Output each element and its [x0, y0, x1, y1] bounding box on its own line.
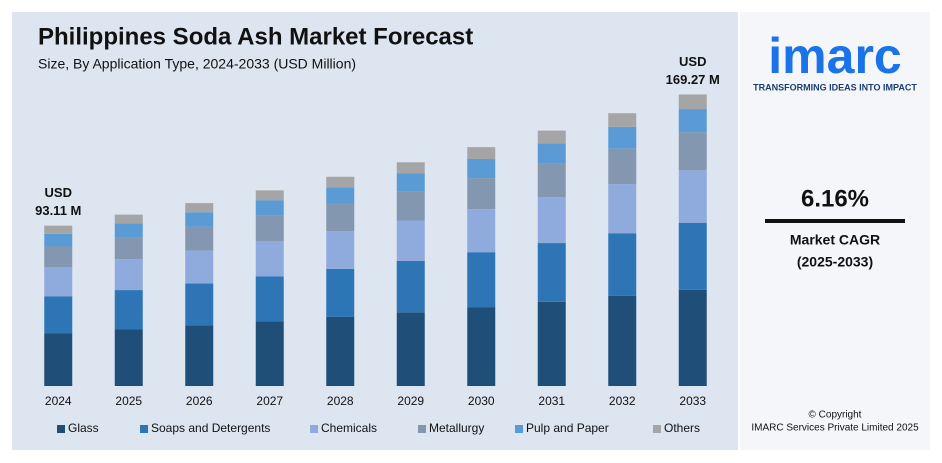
bar-segment: [114, 259, 143, 291]
bar-segment: [608, 184, 637, 234]
bar-segment: [396, 220, 425, 261]
x-tick-label: 2033: [679, 394, 706, 408]
annotation: 93.11 M: [35, 203, 81, 218]
bar-segment: [326, 203, 355, 232]
legend-label: Glass: [68, 421, 99, 435]
bar-segment: [608, 233, 637, 296]
tagline: TRANSFORMING IDEAS INTO IMPACT: [753, 82, 917, 92]
legend-label: Soaps and Detergents: [151, 421, 270, 435]
bar-segment: [255, 241, 284, 277]
legend-swatch: [418, 425, 426, 433]
bar-segment: [396, 162, 425, 174]
bar-segment: [185, 250, 214, 284]
x-tick-label: 2026: [186, 394, 213, 408]
bar-segment: [114, 237, 143, 260]
bar-segment: [255, 321, 284, 386]
bar-segment: [537, 197, 566, 244]
x-tick-label: 2024: [45, 394, 72, 408]
bar-segment: [467, 147, 496, 160]
legend-swatch: [310, 425, 318, 433]
chart-title: Philippines Soda Ash Market Forecast: [38, 23, 473, 50]
x-tick-label: 2030: [468, 394, 495, 408]
legend-label: Chemicals: [321, 421, 377, 435]
bar-segment: [185, 325, 214, 386]
bar-segment: [608, 126, 637, 149]
bar-segment: [608, 148, 637, 185]
bar-segment: [44, 233, 73, 247]
legend-label: Pulp and Paper: [526, 421, 609, 435]
bar-segment: [255, 276, 284, 322]
chart-subtitle: Size, By Application Type, 2024-2033 (US…: [38, 56, 356, 72]
bar-segment: [537, 130, 566, 144]
bar-segment: [467, 159, 496, 179]
cagr-label: Market CAGR: [790, 232, 880, 248]
x-tick-label: 2027: [256, 394, 283, 408]
copyright: © Copyright: [809, 410, 862, 421]
bar-segment: [467, 178, 496, 210]
bar-segment: [114, 223, 143, 238]
bar-segment: [537, 243, 566, 302]
x-tick-label: 2028: [327, 394, 354, 408]
annotation: USD: [45, 185, 72, 200]
bar-segment: [326, 316, 355, 386]
bar-segment: [678, 222, 707, 290]
sidebar-panel: [740, 12, 930, 450]
bar-segment: [326, 231, 355, 269]
bar-segment: [44, 225, 73, 234]
x-tick-label: 2032: [609, 394, 636, 408]
bar-segment: [114, 214, 143, 224]
bar-segment: [537, 301, 566, 386]
bar-segment: [396, 260, 425, 313]
bar-segment: [396, 191, 425, 221]
legend-swatch: [140, 425, 148, 433]
bar-segment: [185, 203, 214, 213]
bar-segment: [396, 173, 425, 192]
bar-segment: [678, 109, 707, 133]
legend-label: Metallurgy: [429, 421, 484, 435]
bar-segment: [185, 212, 214, 227]
bar-segment: [608, 113, 637, 127]
x-tick-label: 2029: [397, 394, 424, 408]
bar-segment: [255, 200, 284, 216]
legend-swatch: [653, 425, 661, 433]
bar-segment: [678, 132, 707, 171]
legend-swatch: [515, 425, 523, 433]
cagr-value: 6.16%: [801, 185, 869, 212]
legend-swatch: [57, 425, 65, 433]
bar-segment: [537, 163, 566, 198]
bar-segment: [678, 94, 707, 110]
company: IMARC Services Private Limited 2025: [751, 423, 919, 434]
bar-segment: [255, 215, 284, 242]
annotation: USD: [679, 54, 706, 69]
annotation: 169.27 M: [666, 72, 720, 87]
bar-segment: [396, 312, 425, 386]
logo: imarc: [768, 28, 901, 84]
x-tick-label: 2025: [115, 394, 142, 408]
bar-segment: [326, 187, 355, 204]
bar-segment: [44, 246, 73, 268]
bar-segment: [44, 333, 73, 386]
bar-segment: [678, 170, 707, 223]
cagr-period: (2025-2033): [797, 254, 873, 270]
bar-segment: [44, 296, 73, 334]
bar-segment: [326, 268, 355, 317]
legend-label: Others: [664, 421, 700, 435]
bar-segment: [114, 329, 143, 386]
bar-segment: [44, 267, 73, 297]
x-tick-label: 2031: [538, 394, 565, 408]
bar-segment: [255, 190, 284, 201]
bar-segment: [185, 226, 214, 251]
bar-segment: [467, 252, 496, 308]
bar-segment: [678, 289, 707, 386]
bar-segment: [467, 307, 496, 386]
bar-segment: [114, 290, 143, 330]
bar-segment: [185, 283, 214, 326]
bar-segment: [537, 143, 566, 164]
bar-segment: [326, 176, 355, 188]
bar-segment: [467, 209, 496, 253]
bar-segment: [608, 295, 637, 386]
